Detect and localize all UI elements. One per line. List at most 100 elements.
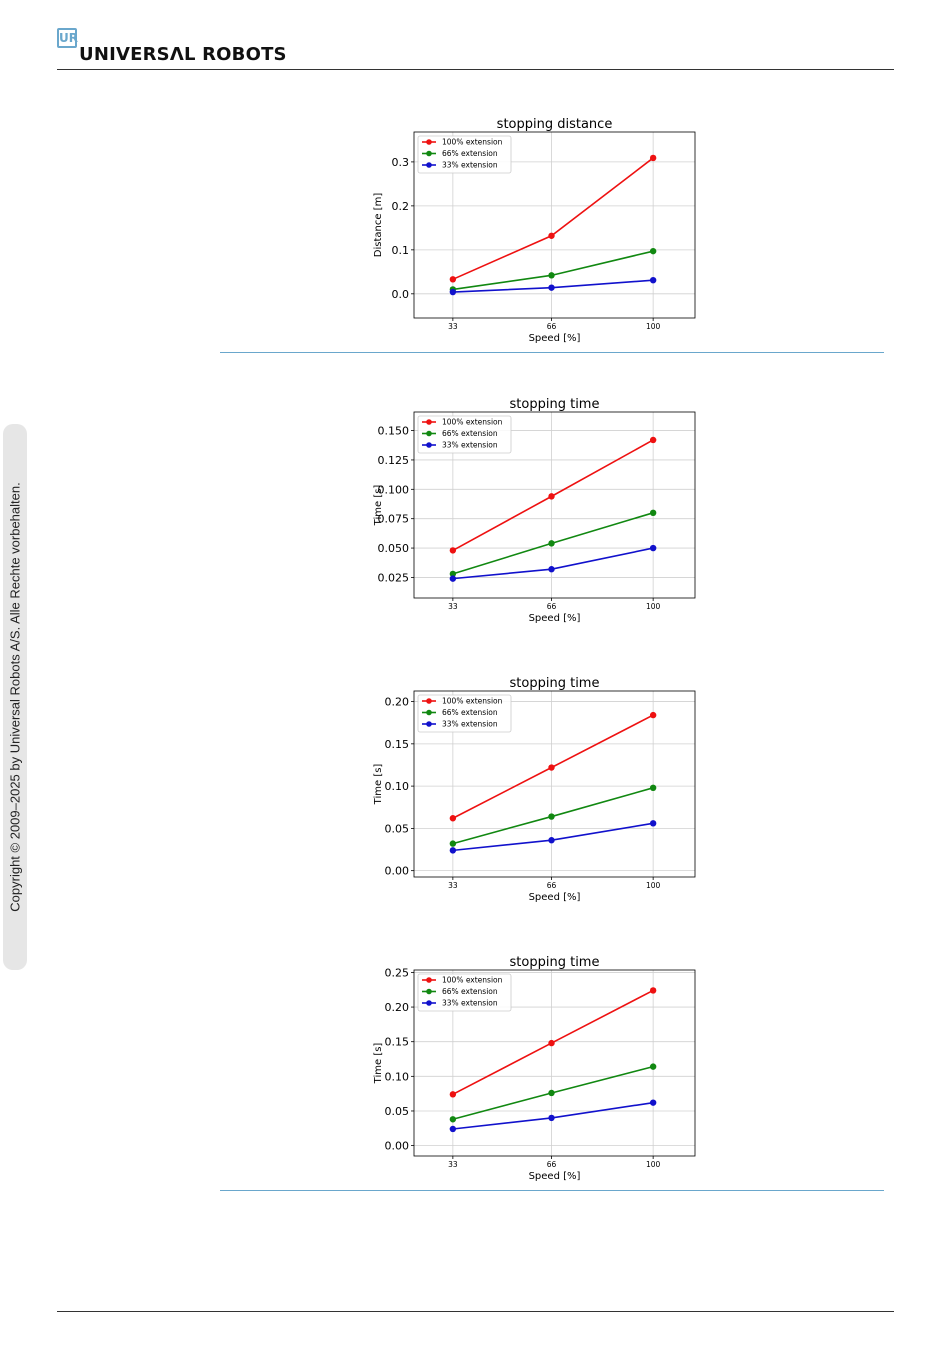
data-point (649, 987, 657, 994)
legend-box (417, 973, 512, 1012)
data-point (449, 815, 457, 822)
chart-stopping-distance: 33 66 100 0.0 0.1 0.2 0.3 stopping distance Spee… (373, 117, 696, 344)
chart-title: stopping time (510, 955, 600, 970)
y-axis-label: Time [s] (373, 764, 384, 806)
data-point (548, 232, 555, 239)
legend-swatch-marker (426, 150, 432, 157)
data-point (449, 840, 457, 847)
legend-entry: 66% extension (442, 987, 498, 996)
x-axis-label: Speed [%] (529, 892, 581, 903)
x-tick-label: 33 (448, 1160, 458, 1169)
legend-box (417, 694, 512, 733)
x-tick-label: 100 (646, 602, 661, 611)
chart-title: stopping time (510, 676, 600, 691)
y-tick-label: 0.1 (392, 244, 410, 257)
y-axis-label: Distance [m] (373, 193, 384, 258)
legend-entry: 33% extension (442, 720, 498, 729)
data-point (449, 547, 457, 554)
legend-entry: 66% extension (442, 429, 498, 438)
chart-legend: 100% extension 66% extension 33% extension (417, 135, 512, 174)
data-point (449, 1116, 457, 1123)
data-point (449, 570, 457, 578)
legend-swatch-marker (426, 698, 432, 704)
data-point (449, 276, 457, 283)
data-point (548, 1089, 555, 1097)
x-tick-label: 66 (547, 322, 557, 331)
data-point (548, 272, 555, 279)
data-point (548, 1114, 555, 1122)
y-tick-label: 0.150 (378, 425, 410, 438)
y-tick-label: 0.15 (385, 738, 410, 751)
ur-logo-text: UNIVERSΛL ROBOTS (79, 44, 287, 65)
ur-logo-mark: UR (57, 28, 78, 48)
data-point (449, 847, 457, 854)
y-tick-label: 0.2 (392, 200, 410, 213)
y-tick-label: 0.075 (378, 513, 410, 526)
data-point (649, 509, 657, 517)
data-point (649, 784, 657, 792)
x-tick-label: 66 (547, 602, 557, 611)
legend-entry: 100% extension (442, 697, 503, 706)
legend-swatch-marker (426, 709, 432, 716)
chart-stopping-time-2: 33 66 100 0.00 0.05 0.10 0.15 0.20 stopping time… (373, 676, 696, 903)
legend-entry: 66% extension (442, 149, 498, 158)
data-point (649, 154, 657, 162)
header-rule (57, 69, 894, 70)
data-point (649, 247, 657, 255)
y-tick-label: 0.0 (392, 288, 410, 301)
x-tick-label: 33 (448, 602, 458, 611)
y-tick-label: 0.10 (385, 780, 410, 793)
series-line-2 (452, 822, 654, 852)
x-tick-label: 100 (646, 1160, 661, 1169)
x-tick-label: 33 (448, 322, 458, 331)
y-tick-label: 0.20 (385, 1001, 410, 1014)
section-divider-top (220, 352, 884, 353)
legend-box (417, 135, 512, 174)
copyright-text: Copyright © 2009–2025 by Universal Robot… (7, 482, 23, 912)
chart-stopping-time-1: 33 66 100 0.025 0.050 0.075 0.100 0.125 0.150 sto… (373, 397, 696, 624)
data-point (649, 276, 657, 284)
y-axis-label: Time [s] (373, 1043, 384, 1085)
x-tick-label: 33 (448, 881, 458, 890)
data-point (449, 288, 457, 296)
legend-entry: 66% extension (442, 708, 498, 717)
y-tick-label: 0.05 (385, 1105, 410, 1118)
chart-legend: 100% extension 66% extension 33% extension (417, 694, 512, 733)
data-point (449, 575, 457, 582)
data-point (548, 813, 555, 820)
data-point (649, 436, 657, 444)
y-tick-label: 0.10 (385, 1070, 410, 1083)
y-tick-label: 0.20 (385, 696, 410, 709)
section-divider-bottom (220, 1190, 884, 1191)
plot-frame (413, 131, 696, 319)
legend-entry: 33% extension (442, 999, 498, 1008)
x-tick-label: 66 (547, 881, 557, 890)
legend-entry: 33% extension (442, 441, 498, 450)
y-tick-label: 0.125 (378, 454, 410, 467)
series-line-0 (452, 157, 654, 281)
y-tick-label: 0.00 (385, 865, 410, 878)
data-point (649, 1063, 657, 1070)
chart-title: stopping distance (497, 117, 613, 132)
data-point (649, 1099, 657, 1106)
x-tick-label: 100 (646, 322, 661, 331)
legend-box (417, 415, 512, 454)
chart-title: stopping time (510, 397, 600, 412)
y-tick-label: 0.15 (385, 1036, 410, 1049)
legend-swatch-marker (426, 1000, 432, 1006)
legend-swatch-marker (426, 139, 432, 145)
data-point (548, 284, 555, 291)
legend-swatch-marker (426, 430, 432, 437)
data-point (548, 764, 555, 771)
data-point (548, 1039, 555, 1047)
y-tick-label: 0.00 (385, 1140, 410, 1153)
data-point (449, 1091, 457, 1098)
chart-legend: 100% extension 66% extension 33% extension (417, 415, 512, 454)
y-axis-label: Time [s] (373, 485, 384, 527)
legend-swatch-marker (426, 721, 432, 727)
x-tick-label: 100 (646, 881, 661, 890)
x-tick-label: 66 (547, 1160, 557, 1169)
footer-rule (57, 1311, 894, 1312)
y-tick-label: 0.050 (378, 542, 410, 555)
y-tick-label: 0.100 (378, 483, 410, 496)
